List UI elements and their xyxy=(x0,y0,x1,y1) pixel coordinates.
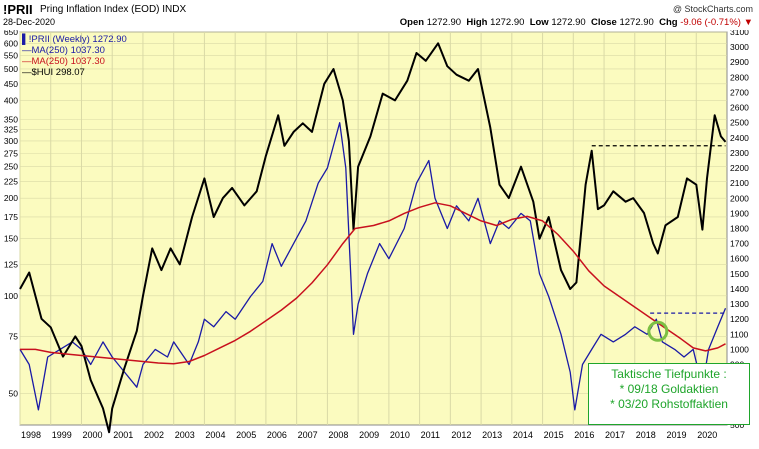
right-tick-label: 1900 xyxy=(730,208,749,218)
right-tick-label: 2200 xyxy=(730,163,749,173)
series-line--hui-298-07 xyxy=(19,42,727,434)
x-tick-label: 2014 xyxy=(513,430,533,440)
chg-label: Chg xyxy=(659,17,678,28)
x-tick-label: 2016 xyxy=(574,430,594,440)
x-tick-label: 2013 xyxy=(482,430,502,440)
left-tick-label: 50 xyxy=(9,389,19,399)
right-tick-label: 1000 xyxy=(730,344,749,354)
left-tick-label: 450 xyxy=(4,79,18,89)
x-tick-label: 2002 xyxy=(144,430,164,440)
right-tick-label: 1600 xyxy=(730,254,749,264)
low-label: Low xyxy=(529,17,549,28)
left-tick-label: 500 xyxy=(4,64,18,74)
right-tick-label: 2100 xyxy=(730,178,749,188)
close-value: 1272.90 xyxy=(619,17,654,28)
series-line-ma-250-1037-30 xyxy=(20,202,726,365)
x-tick-label: 2015 xyxy=(544,430,564,440)
x-tick-label: 1998 xyxy=(21,430,41,440)
symbol-label: !PRII xyxy=(3,2,33,17)
right-tick-label: 1300 xyxy=(730,299,749,309)
low-value: 1272.90 xyxy=(551,17,586,28)
x-tick-label: 2006 xyxy=(267,430,287,440)
right-tick-label: 1400 xyxy=(730,284,749,294)
right-tick-label: 3000 xyxy=(730,42,749,52)
right-tick-label: 2300 xyxy=(730,148,749,158)
chg-arrow-icon: ▼ xyxy=(743,17,753,28)
x-tick-label: 2008 xyxy=(328,430,348,440)
left-tick-label: 75 xyxy=(9,331,19,341)
left-tick-label: 175 xyxy=(4,212,18,222)
open-value: 1272.90 xyxy=(426,17,462,28)
x-tick-label: 2018 xyxy=(636,430,656,440)
legend-ma-red: —MA(250) 1037.30 xyxy=(22,56,105,67)
x-tick-label: 2020 xyxy=(697,430,717,440)
left-tick-label: 650 xyxy=(4,30,18,37)
right-tick-label: 500 xyxy=(730,420,744,430)
annotation-line-1: * 09/18 Goldaktien xyxy=(619,382,719,396)
x-tick-label: 2012 xyxy=(451,430,471,440)
annotation-box: Taktische Tiefpunkte : * 09/18 Goldaktie… xyxy=(588,363,750,425)
high-value: 1272.90 xyxy=(490,17,525,28)
left-tick-label: 300 xyxy=(4,136,18,146)
annotation-title: Taktische Tiefpunkte : xyxy=(611,367,727,381)
x-tick-label: 2009 xyxy=(359,430,379,440)
x-tick-label: 2007 xyxy=(298,430,318,440)
chart-header: !PRII Pring Inflation Index (EOD) INDX 2… xyxy=(0,0,759,30)
x-tick-label: 2003 xyxy=(175,430,195,440)
legend-prii: ▌!PRII (Weekly) 1272.90 xyxy=(22,34,127,45)
brand-label[interactable]: @ StockCharts.com xyxy=(672,4,753,14)
annotation-line-2: * 03/20 Rohstoffaktien xyxy=(610,397,728,411)
left-tick-label: 100 xyxy=(4,291,18,301)
chart-legend: ▌!PRII (Weekly) 1272.90 —MA(250) 1037.30… xyxy=(22,34,127,78)
x-tick-label: 2010 xyxy=(390,430,410,440)
legend-prii-ma: —MA(250) 1037.30 xyxy=(22,45,105,56)
right-tick-label: 2500 xyxy=(730,118,749,128)
x-tick-label: 2005 xyxy=(236,430,256,440)
left-tick-label: 125 xyxy=(4,259,18,269)
left-tick-label: 350 xyxy=(4,114,18,124)
x-tick-label: 2019 xyxy=(667,430,687,440)
chg-value: -9.06 (-0.71%) xyxy=(680,17,741,28)
legend-hui: —$HUI 298.07 xyxy=(22,67,85,78)
left-tick-label: 250 xyxy=(4,162,18,172)
series-line--prii-weekly-1272-90 xyxy=(19,122,727,411)
right-tick-label: 1800 xyxy=(730,224,749,234)
right-tick-label: 2000 xyxy=(730,193,749,203)
quote-bar: Open 1272.90 High 1272.90 Low 1272.90 Cl… xyxy=(400,17,753,28)
left-tick-label: 275 xyxy=(4,148,18,158)
right-tick-label: 2800 xyxy=(730,72,749,82)
chart-date: 28-Dec-2020 xyxy=(3,17,56,27)
right-tick-label: 1500 xyxy=(730,269,749,279)
right-tick-label: 2600 xyxy=(730,103,749,113)
right-tick-label: 1700 xyxy=(730,239,749,249)
tiefpunkt-circle-marker xyxy=(647,320,669,342)
x-tick-label: 2017 xyxy=(605,430,625,440)
index-name: Pring Inflation Index (EOD) INDX xyxy=(40,4,187,15)
price-chart[interactable]: 1998 1999 2000 2001 2002 2003 2004 2005 2006 2007… xyxy=(0,30,759,449)
left-tick-label: 325 xyxy=(4,125,18,135)
right-tick-label: 2700 xyxy=(730,87,749,97)
x-tick-label: 2001 xyxy=(113,430,133,440)
left-tick-label: 225 xyxy=(4,177,18,187)
open-label: Open xyxy=(399,17,425,28)
x-tick-label: 2004 xyxy=(205,430,225,440)
x-tick-label: 2000 xyxy=(82,430,102,440)
plot-area xyxy=(19,31,728,426)
right-tick-label: 1100 xyxy=(730,329,749,339)
right-tick-label: 1200 xyxy=(730,314,749,324)
right-tick-label: 2400 xyxy=(730,133,749,143)
left-tick-label: 150 xyxy=(4,234,18,244)
high-label: High xyxy=(466,17,488,28)
right-tick-label: 3100 xyxy=(730,30,749,37)
left-tick-label: 600 xyxy=(4,38,18,48)
left-tick-label: 200 xyxy=(4,193,18,203)
left-tick-label: 400 xyxy=(4,95,18,105)
left-tick-label: 550 xyxy=(4,51,18,61)
close-label: Close xyxy=(590,17,617,28)
right-tick-label: 2900 xyxy=(730,57,749,67)
x-tick-label: 1999 xyxy=(52,430,72,440)
x-tick-label: 2011 xyxy=(421,430,440,440)
